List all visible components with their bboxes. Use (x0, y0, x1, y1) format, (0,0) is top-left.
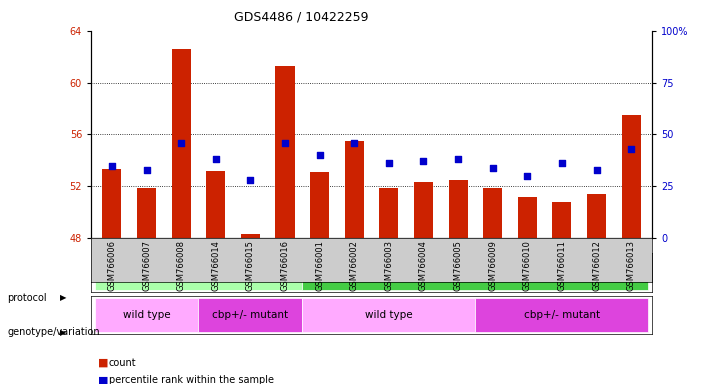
Point (557, 161, 568, 167)
Point (383, 161, 395, 167)
Text: GSM766006: GSM766006 (107, 240, 116, 291)
Point (418, 158, 429, 164)
Point (452, 156, 463, 162)
Text: GSM766003: GSM766003 (384, 240, 393, 291)
Text: GSM766002: GSM766002 (350, 240, 359, 291)
FancyBboxPatch shape (475, 298, 648, 332)
Text: GSM766008: GSM766008 (177, 240, 186, 291)
Bar (206, 170, 225, 238)
Text: GSM766001: GSM766001 (315, 240, 324, 291)
Text: genotype/variation: genotype/variation (7, 327, 100, 337)
Bar (102, 169, 121, 238)
Point (107, 162, 118, 169)
Text: GSM766010: GSM766010 (523, 238, 532, 289)
Text: GSM766011: GSM766011 (557, 240, 566, 291)
FancyBboxPatch shape (198, 298, 302, 332)
Bar (587, 194, 606, 238)
Text: GSM766012: GSM766012 (592, 238, 601, 289)
Bar (518, 197, 537, 238)
Text: GSM766001: GSM766001 (315, 238, 324, 289)
Point (591, 167, 602, 173)
FancyBboxPatch shape (302, 255, 648, 290)
Bar (241, 234, 260, 238)
Point (487, 164, 498, 170)
Point (625, 146, 637, 152)
FancyBboxPatch shape (95, 255, 302, 290)
Text: GSM766004: GSM766004 (419, 240, 428, 291)
Bar (414, 182, 433, 238)
Text: GSM766014: GSM766014 (211, 240, 220, 291)
Text: cbp+/- mutant: cbp+/- mutant (524, 310, 600, 320)
Text: GSM766005: GSM766005 (454, 238, 463, 289)
Text: ▶: ▶ (60, 293, 66, 302)
Text: GSM766013: GSM766013 (627, 238, 636, 289)
Text: GSM766007: GSM766007 (142, 240, 151, 291)
Bar (137, 187, 156, 238)
Text: cbp+/- mutant: cbp+/- mutant (212, 310, 288, 320)
Text: GSM766010: GSM766010 (523, 240, 532, 291)
Text: GSM766007: GSM766007 (142, 238, 151, 289)
Text: GSM766005: GSM766005 (454, 240, 463, 291)
Point (210, 156, 222, 162)
Point (522, 173, 533, 179)
Bar (449, 180, 468, 238)
Text: GSM766003: GSM766003 (384, 238, 393, 289)
Text: GSM766002: GSM766002 (350, 238, 359, 289)
Text: count: count (109, 358, 136, 368)
Point (280, 140, 291, 146)
Text: ▶: ▶ (60, 328, 66, 337)
Text: GSM766008: GSM766008 (177, 238, 186, 289)
Bar (345, 141, 364, 238)
Text: GDS4486 / 10422259: GDS4486 / 10422259 (234, 11, 369, 24)
Text: GSM766009: GSM766009 (488, 240, 497, 291)
Point (141, 167, 152, 173)
Point (314, 152, 325, 158)
Text: protocol: protocol (7, 293, 47, 303)
Text: GSM766016: GSM766016 (280, 240, 290, 291)
Text: percentile rank within the sample: percentile rank within the sample (109, 375, 273, 384)
Text: GSM766014: GSM766014 (211, 238, 220, 289)
Text: ■: ■ (98, 358, 112, 368)
Text: wild type: wild type (123, 310, 170, 320)
Text: GSM766011: GSM766011 (557, 238, 566, 289)
Bar (172, 49, 191, 238)
Text: GSM766015: GSM766015 (246, 240, 255, 291)
Text: ■: ■ (98, 375, 112, 384)
Bar (622, 115, 641, 238)
Text: GSM766004: GSM766004 (419, 238, 428, 289)
Text: wild type: wild type (365, 310, 413, 320)
Bar (552, 202, 571, 238)
FancyBboxPatch shape (95, 298, 198, 332)
Bar (275, 66, 294, 238)
Text: Env Enrichment: Env Enrichment (157, 268, 240, 278)
Text: GSM766015: GSM766015 (246, 238, 255, 289)
Text: GSM766016: GSM766016 (280, 238, 290, 289)
Bar (483, 187, 502, 238)
Text: GSM766006: GSM766006 (107, 238, 116, 289)
Text: GSM766009: GSM766009 (488, 238, 497, 289)
Bar (379, 187, 398, 238)
Point (175, 140, 186, 146)
Bar (310, 172, 329, 238)
Text: standard cage: standard cage (438, 268, 513, 278)
Point (348, 140, 360, 146)
Text: GSM766013: GSM766013 (627, 240, 636, 291)
Point (245, 177, 256, 183)
Text: GSM766012: GSM766012 (592, 240, 601, 291)
FancyBboxPatch shape (302, 298, 475, 332)
